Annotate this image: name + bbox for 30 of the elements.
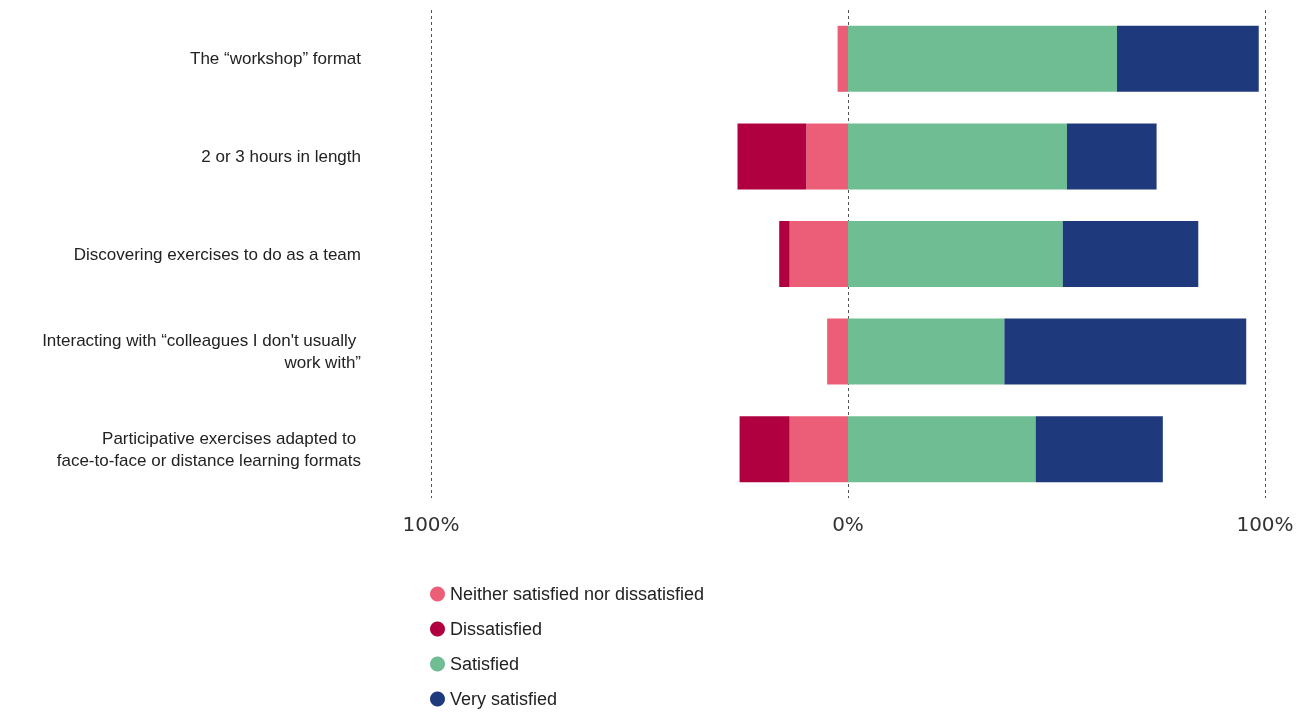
- bar: [1035, 416, 1163, 483]
- legend-label: Dissatisfied: [450, 619, 543, 639]
- x-tick-label: 100%: [1236, 512, 1294, 536]
- legend-label: Very satisfied: [450, 689, 558, 709]
- bar: [806, 123, 848, 190]
- bar: [848, 123, 1067, 190]
- bar: [739, 416, 790, 483]
- bar: [1066, 123, 1157, 190]
- bar: [789, 221, 848, 287]
- bar: [848, 318, 1005, 385]
- legend-label: Satisfied: [450, 654, 520, 674]
- bar: [1116, 25, 1259, 92]
- bar: [1062, 221, 1199, 287]
- bar: [789, 416, 848, 483]
- bar: [1004, 318, 1247, 385]
- bar: [779, 221, 790, 287]
- x-tick-label: 100%: [402, 512, 460, 536]
- y-tick-label: Discovering exercises to do as a team: [73, 244, 361, 264]
- bar: [848, 25, 1117, 92]
- legend-label: Neither satisfied nor dissatisfied: [450, 584, 705, 604]
- y-tick-label: Participative exercises adapted to face-to-face or distance learning formats: [56, 428, 361, 470]
- bar: [737, 123, 807, 190]
- bar: [848, 416, 1036, 483]
- y-tick-label: The “workshop” format: [190, 49, 362, 69]
- y-tick-label: Interacting with “colleagues I don't usually work with”: [42, 331, 362, 373]
- x-tick-label: 0%: [832, 512, 864, 536]
- y-tick-label: 2 or 3 hours in length: [201, 146, 361, 166]
- bar: [848, 221, 1063, 287]
- bar: [837, 25, 848, 92]
- bar: [827, 318, 848, 385]
